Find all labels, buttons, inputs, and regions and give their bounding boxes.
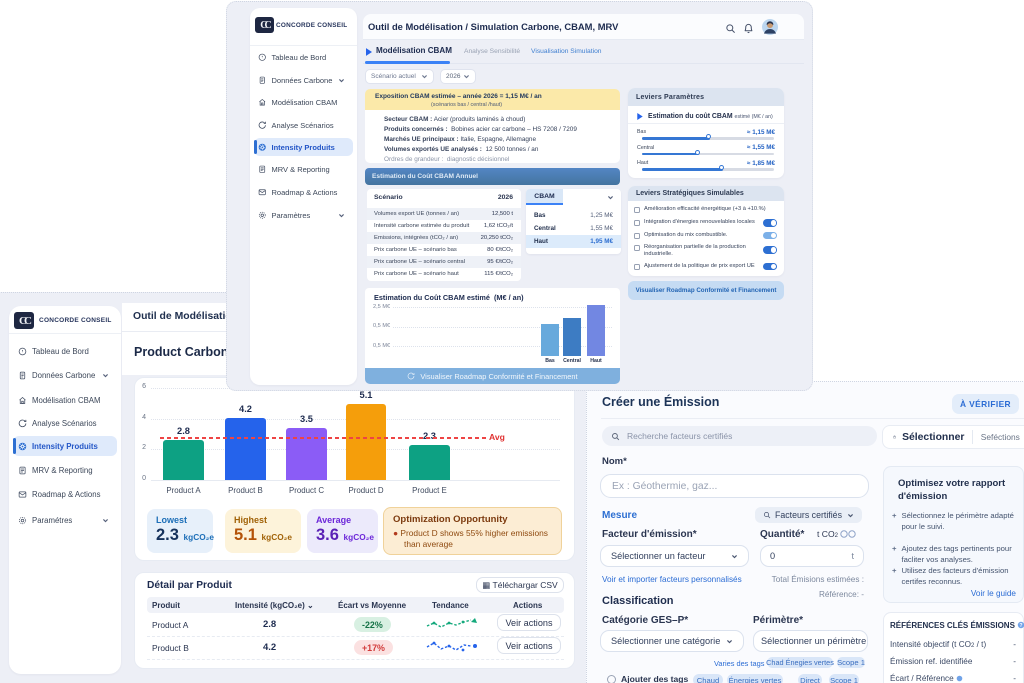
svg-text:?: ? xyxy=(1020,623,1023,629)
